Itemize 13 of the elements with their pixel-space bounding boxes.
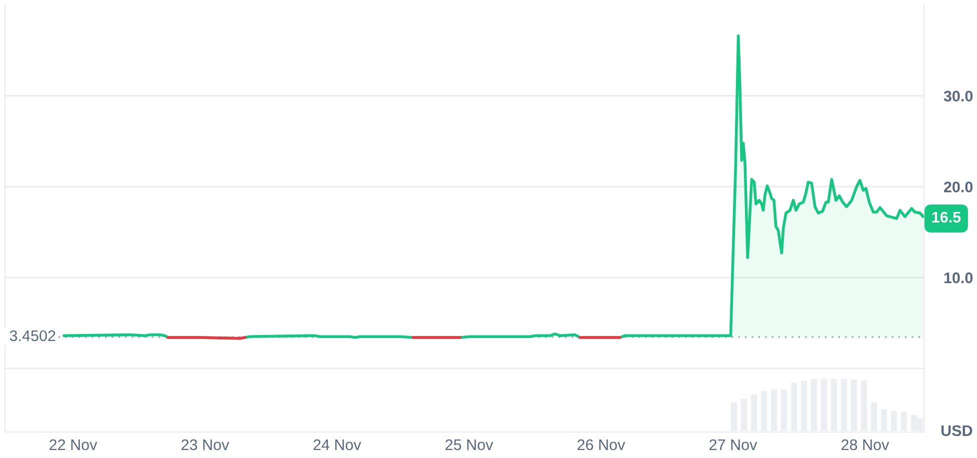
- y-tick-label: 10.0: [944, 272, 973, 284]
- x-tick-label: 22 Nov: [50, 439, 98, 450]
- y-tick-label: 20.0: [944, 182, 973, 192]
- x-tick-label: 25 Nov: [446, 439, 494, 450]
- x-tick-label: 23 Nov: [182, 439, 230, 450]
- x-tick-label: 28 Nov: [842, 439, 890, 450]
- x-tick-label: 26 Nov: [578, 439, 626, 450]
- ref-line-label: 3.4502: [10, 330, 56, 342]
- x-tick-label: 24 Nov: [314, 439, 362, 450]
- annotation: 16.5: [932, 212, 961, 223]
- x-tick-label: 27 Nov: [710, 439, 758, 450]
- y-tick-label: 30.0: [944, 90, 973, 102]
- y-axis-title: USD: [941, 425, 972, 436]
